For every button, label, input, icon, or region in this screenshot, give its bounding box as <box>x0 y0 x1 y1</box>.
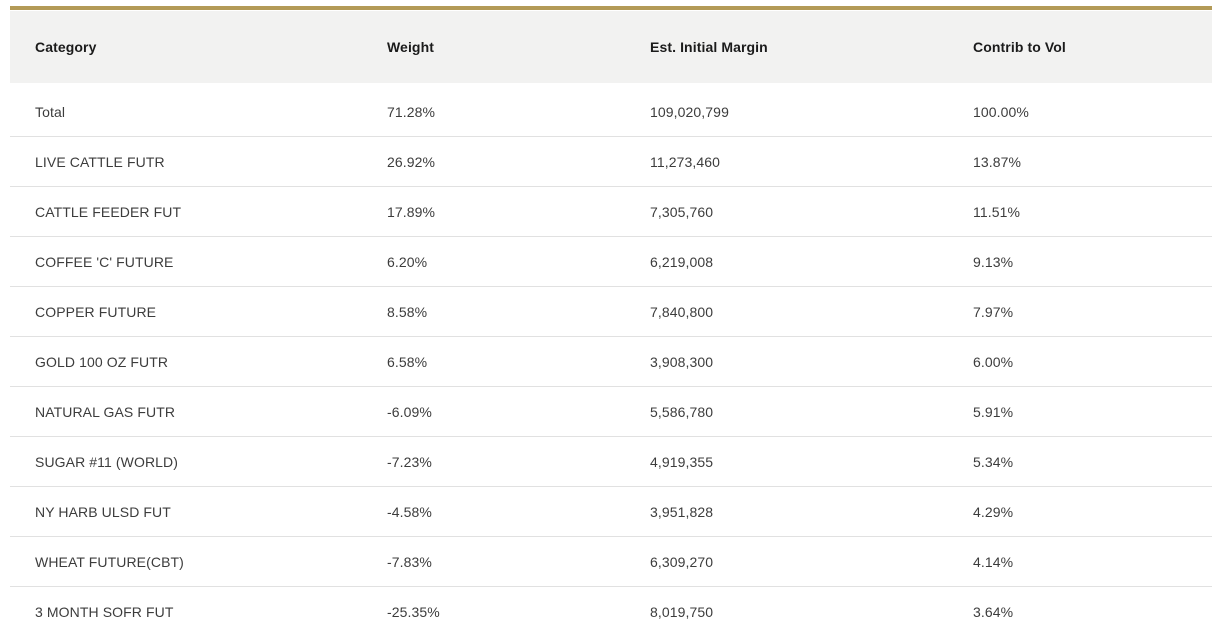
est-initial-margin-cell: 11,273,460 <box>650 153 721 170</box>
table-row: NY HARB ULSD FUT -4.58% 3,951,828 4.29% <box>10 487 1212 537</box>
table-row: LIVE CATTLE FUTR 26.92% 11,273,460 13.87… <box>10 137 1212 187</box>
table-row: CATTLE FEEDER FUT 17.89% 7,305,760 11.51… <box>10 187 1212 237</box>
est-initial-margin-cell: 3,951,828 <box>650 503 714 520</box>
column-header-category: Category <box>35 39 97 55</box>
column-header-contrib-to-vol: Contrib to Vol <box>973 39 1066 55</box>
category-cell: 3 MONTH SOFR FUT <box>35 604 174 620</box>
contrib-to-vol-cell: 3.64% <box>973 604 1014 620</box>
est-initial-margin-cell: 7,305,760 <box>650 203 714 220</box>
contrib-to-vol-cell: 7.97% <box>973 303 1014 320</box>
table-row: 3 MONTH SOFR FUT -25.35% 8,019,750 3.64% <box>10 587 1212 637</box>
est-initial-margin-cell: 109,020,799 <box>650 103 729 120</box>
weight-cell: -7.23% <box>387 453 432 470</box>
weight-cell: -4.58% <box>387 503 432 520</box>
column-header-weight: Weight <box>387 39 435 55</box>
contrib-to-vol-cell: 11.51% <box>973 203 1021 220</box>
category-cell: COFFEE 'C' FUTURE <box>35 253 174 270</box>
est-initial-margin-cell: 6,219,008 <box>650 253 714 270</box>
category-cell: CATTLE FEEDER FUT <box>35 203 182 220</box>
weight-cell: 8.58% <box>387 303 428 320</box>
category-cell: Total <box>35 103 66 120</box>
contrib-to-vol-cell: 4.29% <box>973 503 1014 520</box>
contrib-to-vol-cell: 5.34% <box>973 453 1014 470</box>
est-initial-margin-cell: 4,919,355 <box>650 453 714 470</box>
risk-contribution-table: Category Weight Est. Initial Margin Cont… <box>10 6 1212 637</box>
contrib-to-vol-cell: 6.00% <box>973 353 1014 370</box>
weight-cell: 6.20% <box>387 253 428 270</box>
weight-cell: 26.92% <box>387 153 436 170</box>
table-row: NATURAL GAS FUTR -6.09% 5,586,780 5.91% <box>10 387 1212 437</box>
table-row: Total 71.28% 109,020,799 100.00% <box>10 87 1212 137</box>
table-header-row: Category Weight Est. Initial Margin Cont… <box>10 11 1212 83</box>
category-cell: COPPER FUTURE <box>35 303 157 320</box>
table-row: GOLD 100 OZ FUTR 6.58% 3,908,300 6.00% <box>10 337 1212 387</box>
category-cell: GOLD 100 OZ FUTR <box>35 353 169 370</box>
contrib-to-vol-cell: 4.14% <box>973 553 1014 570</box>
table-row: SUGAR #11 (WORLD) -7.23% 4,919,355 5.34% <box>10 437 1212 487</box>
category-cell: NY HARB ULSD FUT <box>35 503 171 520</box>
gold-top-rule <box>10 6 1212 10</box>
category-cell: WHEAT FUTURE(CBT) <box>35 553 184 570</box>
weight-cell: -25.35% <box>387 604 440 620</box>
est-initial-margin-cell: 3,908,300 <box>650 353 714 370</box>
est-initial-margin-cell: 7,840,800 <box>650 303 714 320</box>
est-initial-margin-cell: 6,309,270 <box>650 553 714 570</box>
weight-cell: 6.58% <box>387 353 428 370</box>
contrib-to-vol-cell: 100.00% <box>973 103 1029 120</box>
table-row: WHEAT FUTURE(CBT) -7.83% 6,309,270 4.14% <box>10 537 1212 587</box>
est-initial-margin-cell: 5,586,780 <box>650 403 714 420</box>
weight-cell: 17.89% <box>387 203 436 220</box>
category-cell: SUGAR #11 (WORLD) <box>35 453 179 470</box>
category-cell: LIVE CATTLE FUTR <box>35 153 165 170</box>
contrib-to-vol-cell: 9.13% <box>973 253 1014 270</box>
est-initial-margin-cell: 8,019,750 <box>650 604 714 620</box>
column-header-est-initial-margin: Est. Initial Margin <box>650 39 768 55</box>
weight-cell: -6.09% <box>387 403 432 420</box>
contrib-to-vol-cell: 13.87% <box>973 153 1022 170</box>
table-row: COPPER FUTURE 8.58% 7,840,800 7.97% <box>10 287 1212 337</box>
weight-cell: 71.28% <box>387 103 436 120</box>
contrib-to-vol-cell: 5.91% <box>973 403 1014 420</box>
table-row: COFFEE 'C' FUTURE 6.20% 6,219,008 9.13% <box>10 237 1212 287</box>
table-body: Total 71.28% 109,020,799 100.00% LIVE CA… <box>10 87 1212 637</box>
category-cell: NATURAL GAS FUTR <box>35 403 176 420</box>
weight-cell: -7.83% <box>387 553 432 570</box>
